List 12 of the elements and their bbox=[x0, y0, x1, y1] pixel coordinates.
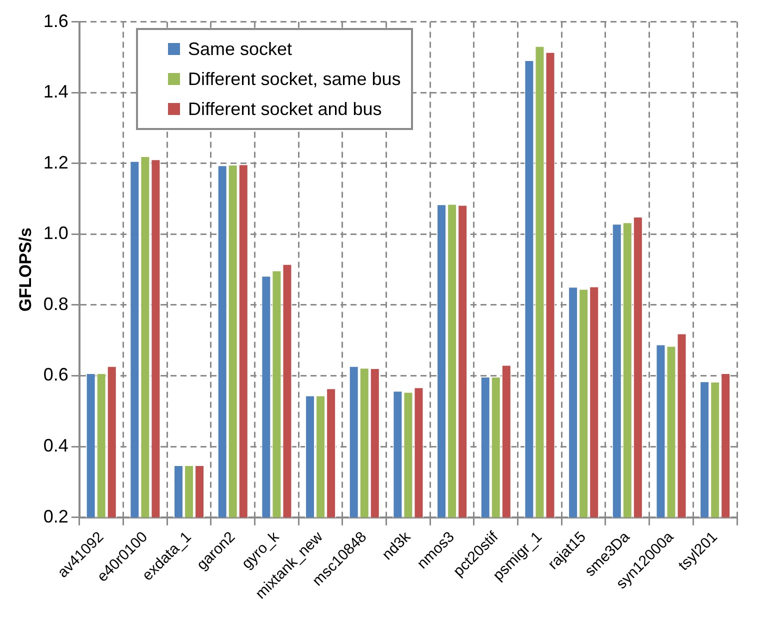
y-tick-label: 0.6 bbox=[43, 364, 68, 385]
y-tick-label: 1.6 bbox=[43, 10, 68, 31]
y-tick-label: 1.0 bbox=[43, 223, 68, 244]
y-tick-label: 1.2 bbox=[43, 152, 68, 172]
y-tick-label: 0.8 bbox=[43, 294, 68, 314]
y-tick-label: 0.4 bbox=[43, 436, 68, 456]
y-tick-label: 0.2 bbox=[43, 506, 68, 526]
legend-label: Different socket, same bus bbox=[188, 68, 401, 91]
y-tick-label: 1.4 bbox=[43, 82, 68, 102]
legend-label: Different socket and bus bbox=[188, 98, 382, 121]
y-axis-title: GFLOPS/s bbox=[16, 228, 35, 312]
legend-label: Same socket bbox=[188, 38, 292, 61]
